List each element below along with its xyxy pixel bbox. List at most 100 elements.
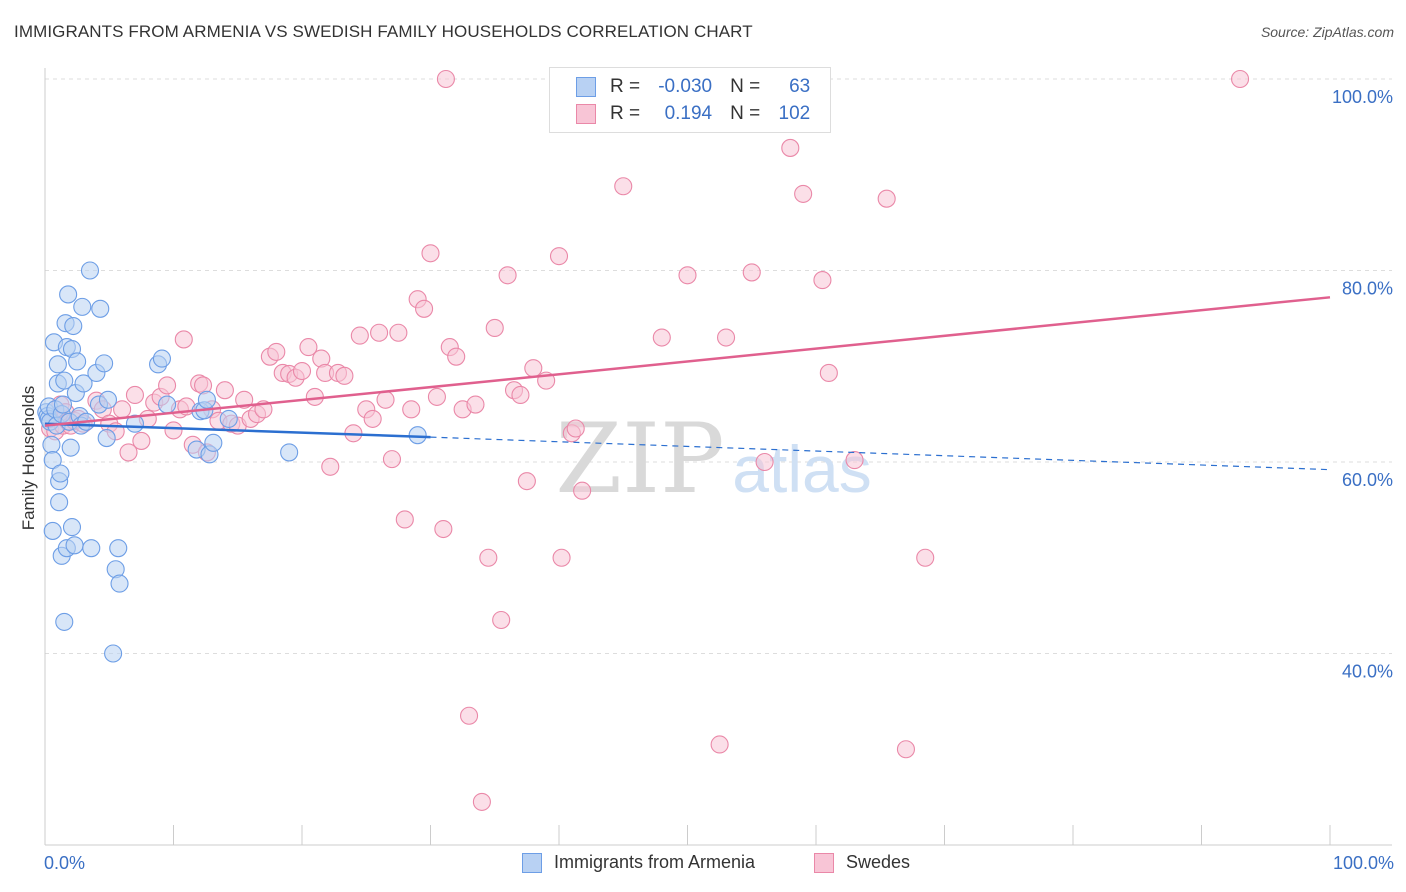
armenia-point [280, 443, 299, 462]
swedes-point [819, 363, 838, 383]
swedes-point [436, 69, 455, 89]
armenia-trend-extension [430, 436, 1331, 471]
y-tick-label: 80.0% [1342, 279, 1393, 299]
armenia-point [408, 426, 427, 445]
armenia-point [43, 451, 62, 470]
swedes-point [335, 366, 354, 385]
swedes-point [164, 421, 183, 440]
armenia-point [97, 429, 116, 448]
swedes-point [813, 271, 832, 290]
armenia-point [53, 395, 73, 414]
legend-row-swedes: R = 0.194 N = 102 [576, 101, 810, 127]
swedes-point [119, 443, 138, 462]
swedes-point [158, 376, 177, 395]
legend-swatch-blue [576, 77, 596, 97]
trend-lines [44, 296, 1331, 471]
legend-r-value: -0.030 [658, 76, 713, 97]
swedes-point [459, 706, 479, 725]
armenia-point [110, 574, 129, 593]
swedes-point [132, 431, 151, 450]
legend-item-armenia: Immigrants from Armenia [522, 852, 755, 873]
swedes-point [382, 450, 402, 469]
chart-title: IMMIGRANTS FROM ARMENIA VS SWEDISH FAMIL… [14, 22, 753, 41]
legend-swatch-pink [814, 852, 834, 873]
legend-swatch-pink [576, 104, 596, 124]
swedes-point [447, 347, 466, 366]
armenia-point [74, 374, 93, 393]
swedes-point [742, 263, 761, 282]
legend-n-label: N = [730, 103, 761, 124]
armenia-point [64, 316, 83, 336]
swedes-point [573, 481, 592, 500]
swedes-point [552, 548, 571, 567]
swedes-point [549, 247, 569, 266]
stats-legend: R = -0.030 N = 63 R = 0.194 N = 102 [549, 67, 831, 133]
swedes-point [292, 361, 312, 381]
armenia-point [51, 464, 70, 483]
armenia-point [80, 261, 100, 280]
armenia-point [42, 435, 61, 454]
armenia-point [55, 371, 74, 390]
y-tick-label: 60.0% [1342, 470, 1393, 490]
legend-r-value: 0.194 [664, 103, 713, 124]
legend-label-armenia: Immigrants from Armenia [554, 852, 756, 872]
swedes-point [845, 451, 864, 470]
swedes-point [781, 138, 800, 157]
swedes-point [524, 359, 543, 378]
legend-n-value: 102 [778, 103, 811, 124]
legend-swatch-blue [522, 852, 542, 873]
armenia-point [55, 612, 74, 631]
legend-n-value: 63 [789, 76, 811, 97]
swedes-point [215, 381, 234, 400]
swedes-point [716, 328, 736, 347]
swedes-point [235, 390, 254, 409]
y-tick-label: 40.0% [1342, 662, 1393, 682]
swedes-point [415, 299, 434, 318]
swedes-point [376, 390, 395, 409]
armenia-point [219, 409, 238, 428]
legend-r-label: R = [610, 76, 641, 97]
swedes-point [479, 548, 498, 567]
armenia-point [59, 285, 78, 304]
armenia-point [152, 349, 171, 368]
armenia-point [61, 438, 80, 457]
armenia-point [95, 354, 114, 373]
swedes-point [755, 452, 774, 472]
swedes-point [614, 177, 633, 196]
swedes-point [485, 318, 504, 338]
source-credit: Source: ZipAtlas.com [1260, 24, 1394, 40]
armenia-point [82, 539, 101, 558]
swedes-point [350, 326, 369, 345]
armenia-point [48, 355, 67, 374]
swedes-point [896, 740, 916, 759]
y-tick-label: 100.0% [1332, 87, 1393, 107]
armenia-point [104, 644, 123, 663]
swedes-point [402, 400, 421, 419]
y-axis-label: Family Households [19, 386, 38, 531]
armenia-point [68, 352, 87, 371]
swedes-point [916, 548, 935, 567]
swedes-point [472, 792, 491, 811]
armenia-point [50, 493, 69, 512]
swedes-point [299, 338, 318, 357]
swedes-point [267, 342, 286, 361]
legend-row-armenia: R = -0.030 N = 63 [576, 74, 810, 100]
swedes-point [877, 189, 896, 208]
swedes-point [427, 387, 446, 406]
armenia-point [62, 518, 82, 537]
armenia-point [43, 521, 62, 540]
armenia-point [204, 433, 223, 452]
swedes-point [678, 266, 697, 285]
swedes-point [492, 610, 511, 630]
swedes-point [125, 385, 144, 405]
swedes-point [517, 472, 536, 491]
swedes-point [466, 395, 485, 414]
x-tick-max: 100.0% [1333, 853, 1394, 873]
legend-n-label: N = [730, 76, 761, 97]
armenia-point [65, 536, 84, 555]
swedes-point [794, 184, 813, 203]
x-tick-min: 0.0% [44, 853, 85, 873]
armenia-point [158, 395, 177, 414]
watermark-atlas: atlas [732, 432, 871, 506]
